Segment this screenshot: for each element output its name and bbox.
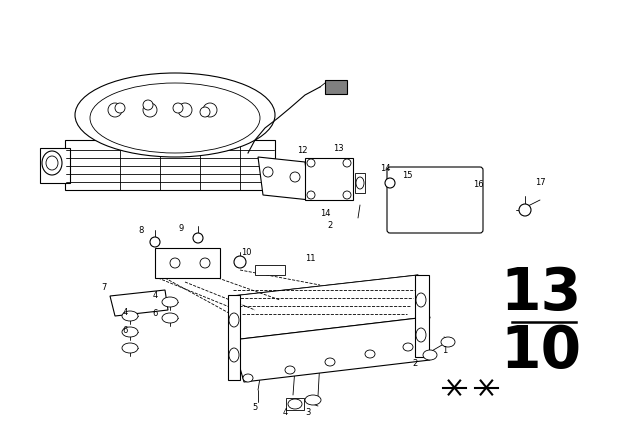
Bar: [65, 140, 275, 190]
Ellipse shape: [90, 83, 260, 153]
Polygon shape: [110, 290, 168, 316]
Bar: [40, 148, 70, 183]
Ellipse shape: [385, 178, 395, 188]
Ellipse shape: [356, 177, 364, 189]
Ellipse shape: [290, 172, 300, 182]
Ellipse shape: [234, 256, 246, 268]
FancyBboxPatch shape: [387, 167, 483, 233]
Text: 4: 4: [152, 290, 157, 300]
Bar: [355, 173, 365, 193]
Polygon shape: [232, 318, 430, 382]
Text: 12: 12: [297, 146, 307, 155]
Ellipse shape: [200, 258, 210, 268]
Ellipse shape: [46, 156, 58, 170]
Bar: [155, 248, 220, 278]
Bar: [228, 295, 240, 380]
Ellipse shape: [243, 374, 253, 382]
Ellipse shape: [229, 348, 239, 362]
Ellipse shape: [122, 327, 138, 337]
Ellipse shape: [143, 100, 153, 110]
Ellipse shape: [365, 350, 375, 358]
Ellipse shape: [288, 399, 302, 409]
Polygon shape: [258, 157, 310, 200]
Text: 16: 16: [473, 180, 483, 189]
Text: 9: 9: [179, 224, 184, 233]
Bar: [286, 398, 304, 410]
Text: 13: 13: [333, 143, 343, 152]
Ellipse shape: [178, 103, 192, 117]
Text: 11: 11: [305, 254, 316, 263]
Text: 15: 15: [402, 171, 412, 180]
Ellipse shape: [441, 337, 455, 347]
Ellipse shape: [305, 395, 321, 405]
Text: 10: 10: [500, 323, 581, 380]
Ellipse shape: [170, 258, 180, 268]
Ellipse shape: [200, 107, 210, 117]
Ellipse shape: [115, 103, 125, 113]
Ellipse shape: [416, 328, 426, 342]
Text: 6: 6: [152, 309, 157, 318]
Ellipse shape: [173, 103, 183, 113]
Polygon shape: [232, 275, 418, 340]
Ellipse shape: [307, 191, 315, 199]
Ellipse shape: [42, 151, 62, 175]
Ellipse shape: [122, 343, 138, 353]
Text: 5: 5: [252, 402, 258, 412]
Text: 14: 14: [380, 164, 390, 172]
Ellipse shape: [150, 237, 160, 247]
Ellipse shape: [423, 350, 437, 360]
Text: 6: 6: [122, 326, 128, 335]
Text: 7: 7: [101, 283, 107, 292]
Bar: [305, 158, 353, 200]
Ellipse shape: [162, 313, 178, 323]
Text: 14: 14: [320, 208, 330, 217]
Ellipse shape: [307, 159, 315, 167]
Ellipse shape: [108, 103, 122, 117]
Ellipse shape: [263, 167, 273, 177]
Ellipse shape: [519, 204, 531, 216]
Ellipse shape: [75, 73, 275, 157]
Ellipse shape: [162, 297, 178, 307]
Bar: [415, 275, 429, 357]
Ellipse shape: [343, 159, 351, 167]
Ellipse shape: [143, 103, 157, 117]
Bar: [255, 265, 285, 275]
Ellipse shape: [403, 343, 413, 351]
Text: 13: 13: [500, 265, 581, 322]
Ellipse shape: [343, 191, 351, 199]
Ellipse shape: [325, 358, 335, 366]
Text: 4: 4: [122, 307, 127, 316]
Text: 17: 17: [534, 177, 545, 186]
Polygon shape: [232, 275, 430, 340]
Text: 8: 8: [138, 225, 144, 234]
Ellipse shape: [122, 311, 138, 321]
Text: 10: 10: [241, 247, 252, 257]
Text: 3: 3: [305, 408, 310, 417]
Ellipse shape: [203, 103, 217, 117]
Ellipse shape: [416, 293, 426, 307]
Bar: [325, 80, 347, 94]
Ellipse shape: [229, 313, 239, 327]
Ellipse shape: [193, 233, 203, 243]
Ellipse shape: [285, 366, 295, 374]
Text: 4: 4: [282, 408, 287, 417]
Text: 2: 2: [412, 358, 418, 367]
Text: 2: 2: [328, 220, 333, 229]
Text: 1: 1: [442, 345, 447, 354]
